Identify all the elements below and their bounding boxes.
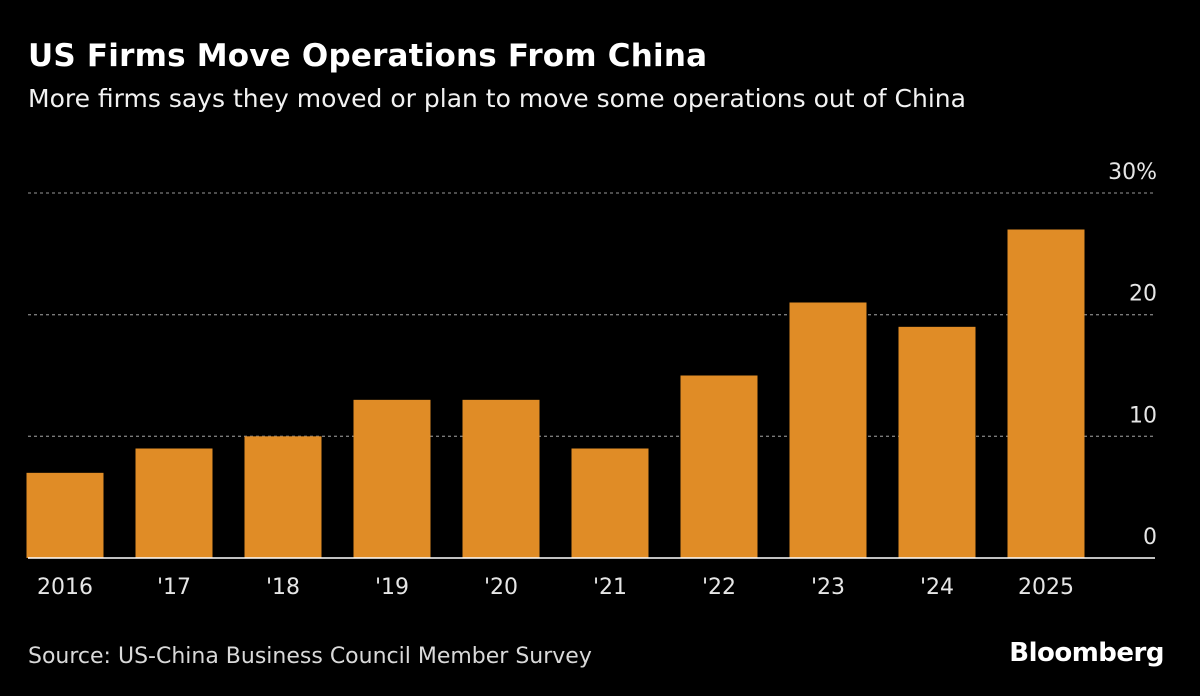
chart-title: US Firms Move Operations From China xyxy=(28,38,708,74)
x-tick-label: '17 xyxy=(157,575,191,600)
bars xyxy=(26,229,1085,558)
bar-22 xyxy=(680,375,758,558)
y-axis-ticks: 0 10 20 30% xyxy=(1108,160,1157,550)
bar-19 xyxy=(353,399,431,558)
y-tick-label: 0 xyxy=(1143,525,1157,550)
bar-18 xyxy=(244,436,322,558)
bloomberg-logo: Bloomberg xyxy=(1009,638,1164,668)
bar-21 xyxy=(571,448,649,558)
x-tick-label: 2025 xyxy=(1018,575,1074,600)
x-tick-label: '20 xyxy=(484,575,518,600)
x-tick-label: '23 xyxy=(811,575,845,600)
x-tick-label: 2016 xyxy=(37,575,93,600)
x-tick-label: '21 xyxy=(593,575,627,600)
y-tick-label: 10 xyxy=(1129,403,1157,428)
x-tick-label: '24 xyxy=(920,575,954,600)
gridlines xyxy=(28,192,1155,437)
x-tick-label: '19 xyxy=(375,575,409,600)
y-tick-label: 30% xyxy=(1108,160,1157,185)
source-note: Source: US-China Business Council Member… xyxy=(28,644,592,669)
y-tick-label: 20 xyxy=(1129,282,1157,307)
x-axis-ticks: 2016 '17 '18 '19 '20 '21 '22 '23 '24 2025 xyxy=(37,575,1074,600)
bar-17 xyxy=(135,448,213,558)
bar-24 xyxy=(898,326,976,558)
bar-23 xyxy=(789,302,867,558)
bar-2016 xyxy=(26,472,104,558)
bar-2025 xyxy=(1007,229,1085,558)
x-tick-label: '22 xyxy=(702,575,736,600)
bar-20 xyxy=(462,399,540,558)
chart-subtitle: More firms says they moved or plan to mo… xyxy=(28,84,966,113)
x-tick-label: '18 xyxy=(266,575,300,600)
